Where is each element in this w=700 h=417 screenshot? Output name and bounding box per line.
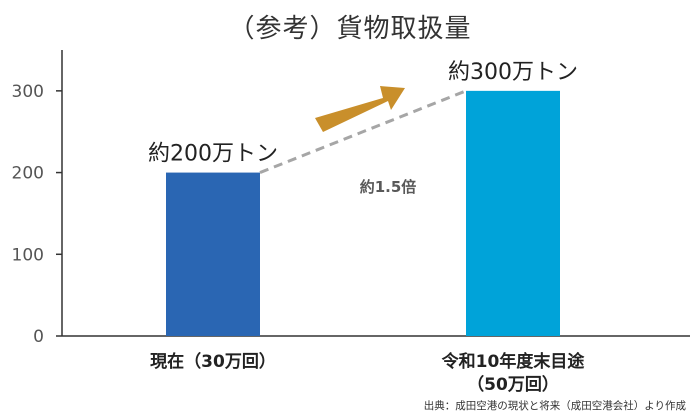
bar-value-label: 約200万トン — [148, 142, 278, 167]
x-tick-label: （50万回） — [467, 374, 559, 395]
growth-annotation: 約1.5倍 — [360, 178, 417, 196]
y-tick-label: 300 — [12, 82, 44, 102]
x-tick-label: 令和10年度末目途 — [442, 351, 586, 372]
bar — [166, 172, 260, 336]
growth-arrow-icon — [315, 86, 405, 132]
y-tick-label: 100 — [12, 245, 44, 265]
bar-value-label: 約300万トン — [448, 60, 578, 85]
bar — [466, 90, 560, 336]
annotations: 約1.5倍 — [259, 86, 467, 196]
bars — [166, 90, 560, 336]
chart-title: （参考）貨物取扱量 — [228, 14, 472, 44]
y-axis: 0 100 200 300 — [12, 50, 690, 347]
y-tick-label: 200 — [12, 164, 44, 184]
x-tick-labels: 現在（30万回） 令和10年度末目途（50万回） — [150, 351, 585, 395]
value-labels: 約200万トン 約300万トン — [148, 60, 578, 167]
x-tick-label: 現在（30万回） — [150, 351, 276, 372]
growth-dashed-line — [259, 89, 467, 174]
y-tick-label: 0 — [33, 327, 44, 347]
source-note: 出典：成田空港の現状と将来（成田空港会社）より作成 — [423, 400, 686, 412]
